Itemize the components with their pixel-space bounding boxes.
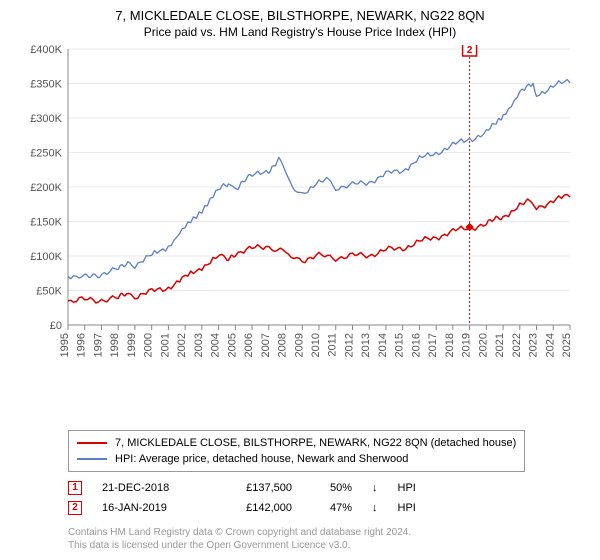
svg-text:1999: 1999 <box>126 333 138 357</box>
legend-swatch <box>77 458 107 460</box>
event-row: 2 16-JAN-2019 £142,000 47% ↓ HPI <box>68 498 580 518</box>
svg-text:2007: 2007 <box>260 333 272 357</box>
event-date: 21-DEC-2018 <box>102 478 202 498</box>
legend-label: HPI: Average price, detached house, Newa… <box>115 451 408 467</box>
event-arrow: ↓ <box>372 478 378 498</box>
event-vs: HPI <box>398 478 416 498</box>
svg-text:£300K: £300K <box>30 113 62 125</box>
event-row: 1 21-DEC-2018 £137,500 50% ↓ HPI <box>68 478 580 498</box>
svg-text:1996: 1996 <box>76 333 88 357</box>
svg-text:2013: 2013 <box>360 333 372 357</box>
svg-text:2000: 2000 <box>143 333 155 357</box>
svg-text:1997: 1997 <box>92 333 104 357</box>
svg-text:2025: 2025 <box>561 333 573 357</box>
event-price: £142,000 <box>222 498 292 518</box>
svg-text:2018: 2018 <box>444 333 456 357</box>
page-subtitle: Price paid vs. HM Land Registry's House … <box>20 25 580 39</box>
svg-text:2016: 2016 <box>410 333 422 357</box>
svg-text:2021: 2021 <box>494 333 506 357</box>
svg-text:2022: 2022 <box>511 333 523 357</box>
chart-legend: 7, MICKLEDALE CLOSE, BILSTHORPE, NEWARK,… <box>68 430 525 472</box>
svg-text:2015: 2015 <box>394 333 406 357</box>
svg-text:2008: 2008 <box>277 333 289 357</box>
legend-swatch <box>77 442 107 444</box>
svg-text:2024: 2024 <box>544 333 556 357</box>
svg-text:2: 2 <box>467 45 473 56</box>
svg-text:2019: 2019 <box>461 333 473 357</box>
svg-text:£350K: £350K <box>30 79 62 91</box>
event-table: 1 21-DEC-2018 £137,500 50% ↓ HPI 2 16-JAN-2019 £… <box>68 478 580 518</box>
svg-text:2005: 2005 <box>226 333 238 357</box>
svg-text:£50K: £50K <box>36 286 62 298</box>
svg-text:2003: 2003 <box>193 333 205 357</box>
event-arrow: ↓ <box>372 498 378 518</box>
event-pct: 47% <box>312 498 352 518</box>
svg-text:2020: 2020 <box>477 333 489 357</box>
svg-text:2023: 2023 <box>528 333 540 357</box>
svg-text:2012: 2012 <box>343 333 355 357</box>
series-hpi <box>68 80 570 279</box>
footnote-line: Contains HM Land Registry data © Crown c… <box>68 526 580 539</box>
svg-text:2017: 2017 <box>427 333 439 357</box>
event-date: 16-JAN-2019 <box>102 498 202 518</box>
svg-text:£150K: £150K <box>30 217 62 229</box>
svg-text:£100K: £100K <box>30 251 62 263</box>
page-title: 7, MICKLEDALE CLOSE, BILSTHORPE, NEWARK,… <box>20 8 580 23</box>
svg-text:1998: 1998 <box>109 333 121 357</box>
event-marker: 1 <box>68 481 82 495</box>
svg-text:£200K: £200K <box>30 182 62 194</box>
legend-row: HPI: Average price, detached house, Newa… <box>77 451 516 467</box>
price-chart: £0 £50K £100K £150K £200K £250K £300K £350K £400… <box>20 45 580 422</box>
svg-text:£250K: £250K <box>30 148 62 160</box>
svg-text:2002: 2002 <box>176 333 188 357</box>
svg-text:2004: 2004 <box>210 333 222 357</box>
svg-text:£400K: £400K <box>30 45 62 56</box>
svg-text:2009: 2009 <box>293 333 305 357</box>
svg-text:2010: 2010 <box>310 333 322 357</box>
svg-text:2014: 2014 <box>377 333 389 357</box>
legend-label: 7, MICKLEDALE CLOSE, BILSTHORPE, NEWARK,… <box>115 435 516 451</box>
legend-row: 7, MICKLEDALE CLOSE, BILSTHORPE, NEWARK,… <box>77 435 516 451</box>
svg-text:£0: £0 <box>50 320 62 332</box>
event-pct: 50% <box>312 478 352 498</box>
event-price: £137,500 <box>222 478 292 498</box>
svg-text:2001: 2001 <box>159 333 171 357</box>
footnote-line: This data is licensed under the Open Gov… <box>68 539 580 552</box>
series-property <box>68 195 570 304</box>
event-vs: HPI <box>398 498 416 518</box>
svg-text:1995: 1995 <box>59 333 71 357</box>
svg-text:2011: 2011 <box>327 333 339 357</box>
svg-text:2006: 2006 <box>243 333 255 357</box>
footnote: Contains HM Land Registry data © Crown c… <box>68 526 580 552</box>
event-marker: 2 <box>68 501 82 515</box>
